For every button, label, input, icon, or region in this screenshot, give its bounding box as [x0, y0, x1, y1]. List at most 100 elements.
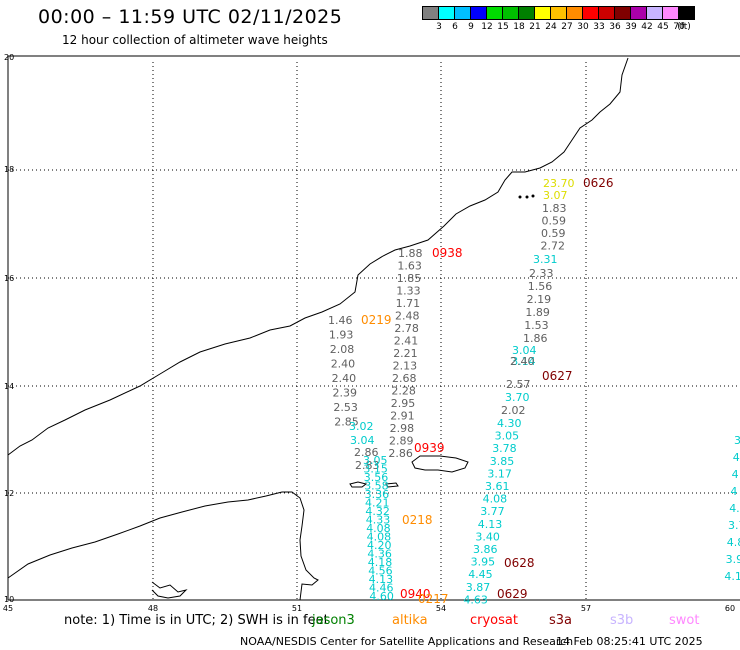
swh-value: 2.21: [393, 347, 418, 360]
swh-value: 4: [733, 451, 740, 464]
time-label-0940: 0940: [400, 587, 431, 601]
swh-value: 4.14: [724, 570, 740, 583]
swh-value: 4.36: [367, 548, 392, 561]
swh-value: 2.89: [389, 435, 414, 448]
island-socotra: [411, 455, 469, 473]
lon-label-48: 48: [148, 604, 158, 613]
swh-value: 3.92: [726, 553, 740, 566]
swh-value: 4.46: [369, 582, 394, 595]
swh-value: 1.88: [398, 247, 423, 260]
swh-value: 2.28: [391, 385, 416, 398]
swh-value: 4.20: [367, 539, 392, 552]
coast-detail-somalia: [151, 581, 188, 599]
swh-value: 1.93: [329, 329, 354, 342]
time-label-0627: 0627: [542, 369, 573, 383]
sat-label-s3b: s3b: [610, 613, 634, 628]
swh-value: 2.48: [395, 310, 420, 323]
sat-label-s3a: s3a: [549, 613, 573, 628]
swh-value: 4.33: [366, 514, 391, 527]
time-label-0939: 0939: [414, 441, 445, 455]
time-label-0219: 0219: [361, 313, 392, 327]
time-label-0628: 0628: [504, 556, 535, 570]
swh-value: 2.19: [527, 293, 552, 306]
time-label-0938: 0938: [432, 246, 463, 260]
longitude-axis-labels: 45 48 51 54 57 60: [3, 604, 735, 613]
footer-credit: NOAA/NESDIS Center for Satellite Applica…: [240, 635, 574, 648]
swh-value: 4.08: [366, 522, 391, 535]
swh-value: 2.08: [330, 343, 355, 356]
swh-value: 2.40: [332, 372, 357, 385]
swh-value: 2.85: [334, 416, 359, 429]
time-label-0218: 0218: [402, 513, 433, 527]
sat-label-swot: swot: [669, 613, 700, 628]
pass-time-labels: 0938 0219 0626 0627 0939 0218 0628 0940 …: [361, 176, 614, 606]
swh-value: 4.13: [478, 518, 503, 531]
swh-value: 3.05: [495, 430, 519, 443]
swh-value: 1.89: [525, 306, 550, 319]
swh-value: 3.7: [728, 519, 740, 532]
swh-value: 3: [734, 434, 740, 447]
footer-timestamp: 14 Feb 08:25:41 UTC 2025: [556, 635, 703, 648]
swh-value: 4.08: [483, 493, 508, 506]
legend-label: 21: [529, 22, 541, 32]
lat-label-14: 14: [4, 382, 14, 391]
swh-value: 4.13: [369, 573, 394, 586]
swh-value: 3.95: [471, 556, 496, 569]
legend-label: 9: [468, 22, 474, 32]
map-frame: [7, 55, 740, 601]
swh-value: 3.87: [466, 581, 491, 594]
swh-value: 1.63: [397, 260, 422, 273]
lon-label-57: 57: [581, 604, 591, 613]
swh-value: 3.04: [350, 434, 375, 447]
swh-value: 2.72: [541, 240, 566, 253]
legend-label: 45: [657, 22, 669, 32]
islet-samhah: [385, 482, 399, 488]
sat-label-cryosat: cryosat: [470, 613, 518, 628]
map-subtitle: 12 hour collection of altimeter wave hei…: [62, 33, 328, 47]
swh-value: 1.85: [397, 272, 422, 285]
swh-value: 4.18: [368, 556, 393, 569]
color-legend-labels: 3 6 9 12 15 18 21 24 27 30 33 36 39 42 45 70 (ft): [422, 22, 740, 34]
time-label-0626: 0626: [583, 176, 614, 190]
legend-label: 33: [593, 22, 605, 32]
legend-label: 6: [452, 22, 458, 32]
legend-label: 18: [513, 22, 525, 32]
legend-label: 15: [497, 22, 509, 32]
swh-value: 3.17: [487, 467, 512, 480]
lat-label-12: 12: [4, 489, 14, 498]
swh-value: 3.05: [363, 454, 388, 467]
swh-value: 0.59: [541, 227, 566, 240]
swh-value: 3.56: [364, 471, 389, 484]
time-label-0629: 0629: [497, 587, 528, 601]
sat-label-altika: altika: [392, 613, 428, 628]
swh-value: 3.77: [480, 505, 505, 518]
legend-label: 39: [625, 22, 637, 32]
swh-value: 2.78: [394, 322, 419, 335]
swh-value: 2.39: [333, 387, 358, 400]
lon-label-54: 54: [436, 604, 446, 613]
swh-value: 4.08: [367, 531, 392, 544]
sat-label-jason3: jason3: [312, 613, 355, 628]
swh-value: 1.83: [542, 202, 567, 215]
swh-value: 1.53: [524, 319, 549, 332]
swh-value: 1.86: [523, 332, 548, 345]
swh-value: 4.8: [727, 536, 740, 549]
swh-value: 3.70: [505, 391, 530, 404]
swh-value: 2.57: [506, 378, 531, 391]
lon-label-45: 45: [3, 604, 13, 613]
swh-value: 3.86: [473, 543, 498, 556]
lat-label-16: 16: [4, 274, 14, 283]
map-title: 00:00 – 11:59 UTC 02/11/2025: [38, 6, 343, 28]
altimeter-tracks: 1.881.631.851.331.712.482.782.412.212.13…: [328, 177, 740, 606]
swh-value: 4.56: [368, 565, 393, 578]
swh-value: 2.91: [390, 410, 415, 423]
swh-value: 3.15: [363, 463, 388, 476]
legend-label: 30: [577, 22, 589, 32]
swh-value: 2.41: [394, 335, 419, 348]
coastline-arabian-peninsula: [7, 57, 629, 456]
swh-value: 3.40: [475, 530, 500, 543]
swh-value: 2.83: [355, 459, 380, 472]
lat-label-10: 10: [4, 595, 14, 604]
swh-value: 4: [730, 485, 737, 498]
swh-value: 2.98: [390, 422, 415, 435]
